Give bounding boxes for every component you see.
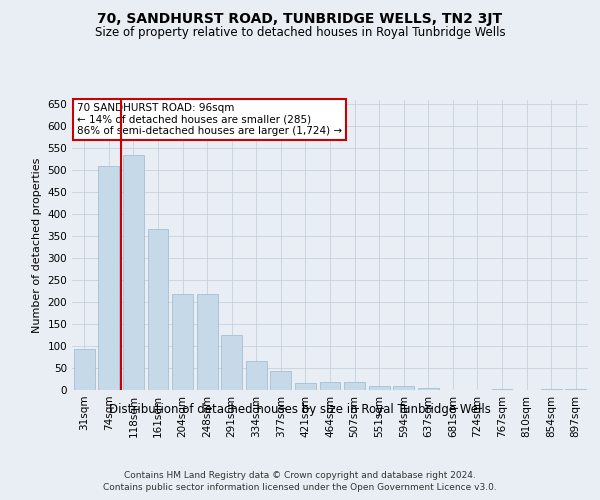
Bar [295,382,316,390]
Bar [368,386,389,390]
Bar [197,294,218,390]
Bar [221,335,242,390]
Bar [74,349,95,390]
Bar [418,388,439,390]
Text: 70, SANDHURST ROAD, TUNBRIDGE WELLS, TN2 3JT: 70, SANDHURST ROAD, TUNBRIDGE WELLS, TN2… [97,12,503,26]
Text: Distribution of detached houses by size in Royal Tunbridge Wells: Distribution of detached houses by size … [109,402,491,415]
Bar [320,382,340,390]
Bar [246,360,267,390]
Bar [271,371,292,390]
Bar [172,294,193,390]
Text: Size of property relative to detached houses in Royal Tunbridge Wells: Size of property relative to detached ho… [95,26,505,39]
Bar [344,382,365,390]
Bar [541,389,562,390]
Bar [123,155,144,390]
Text: Contains HM Land Registry data © Crown copyright and database right 2024.: Contains HM Land Registry data © Crown c… [124,471,476,480]
Bar [98,166,119,390]
Bar [393,386,414,390]
Y-axis label: Number of detached properties: Number of detached properties [32,158,42,332]
Text: 70 SANDHURST ROAD: 96sqm
← 14% of detached houses are smaller (285)
86% of semi-: 70 SANDHURST ROAD: 96sqm ← 14% of detach… [77,103,342,136]
Bar [565,389,586,390]
Bar [148,228,169,390]
Bar [491,388,512,390]
Text: Contains public sector information licensed under the Open Government Licence v3: Contains public sector information licen… [103,484,497,492]
